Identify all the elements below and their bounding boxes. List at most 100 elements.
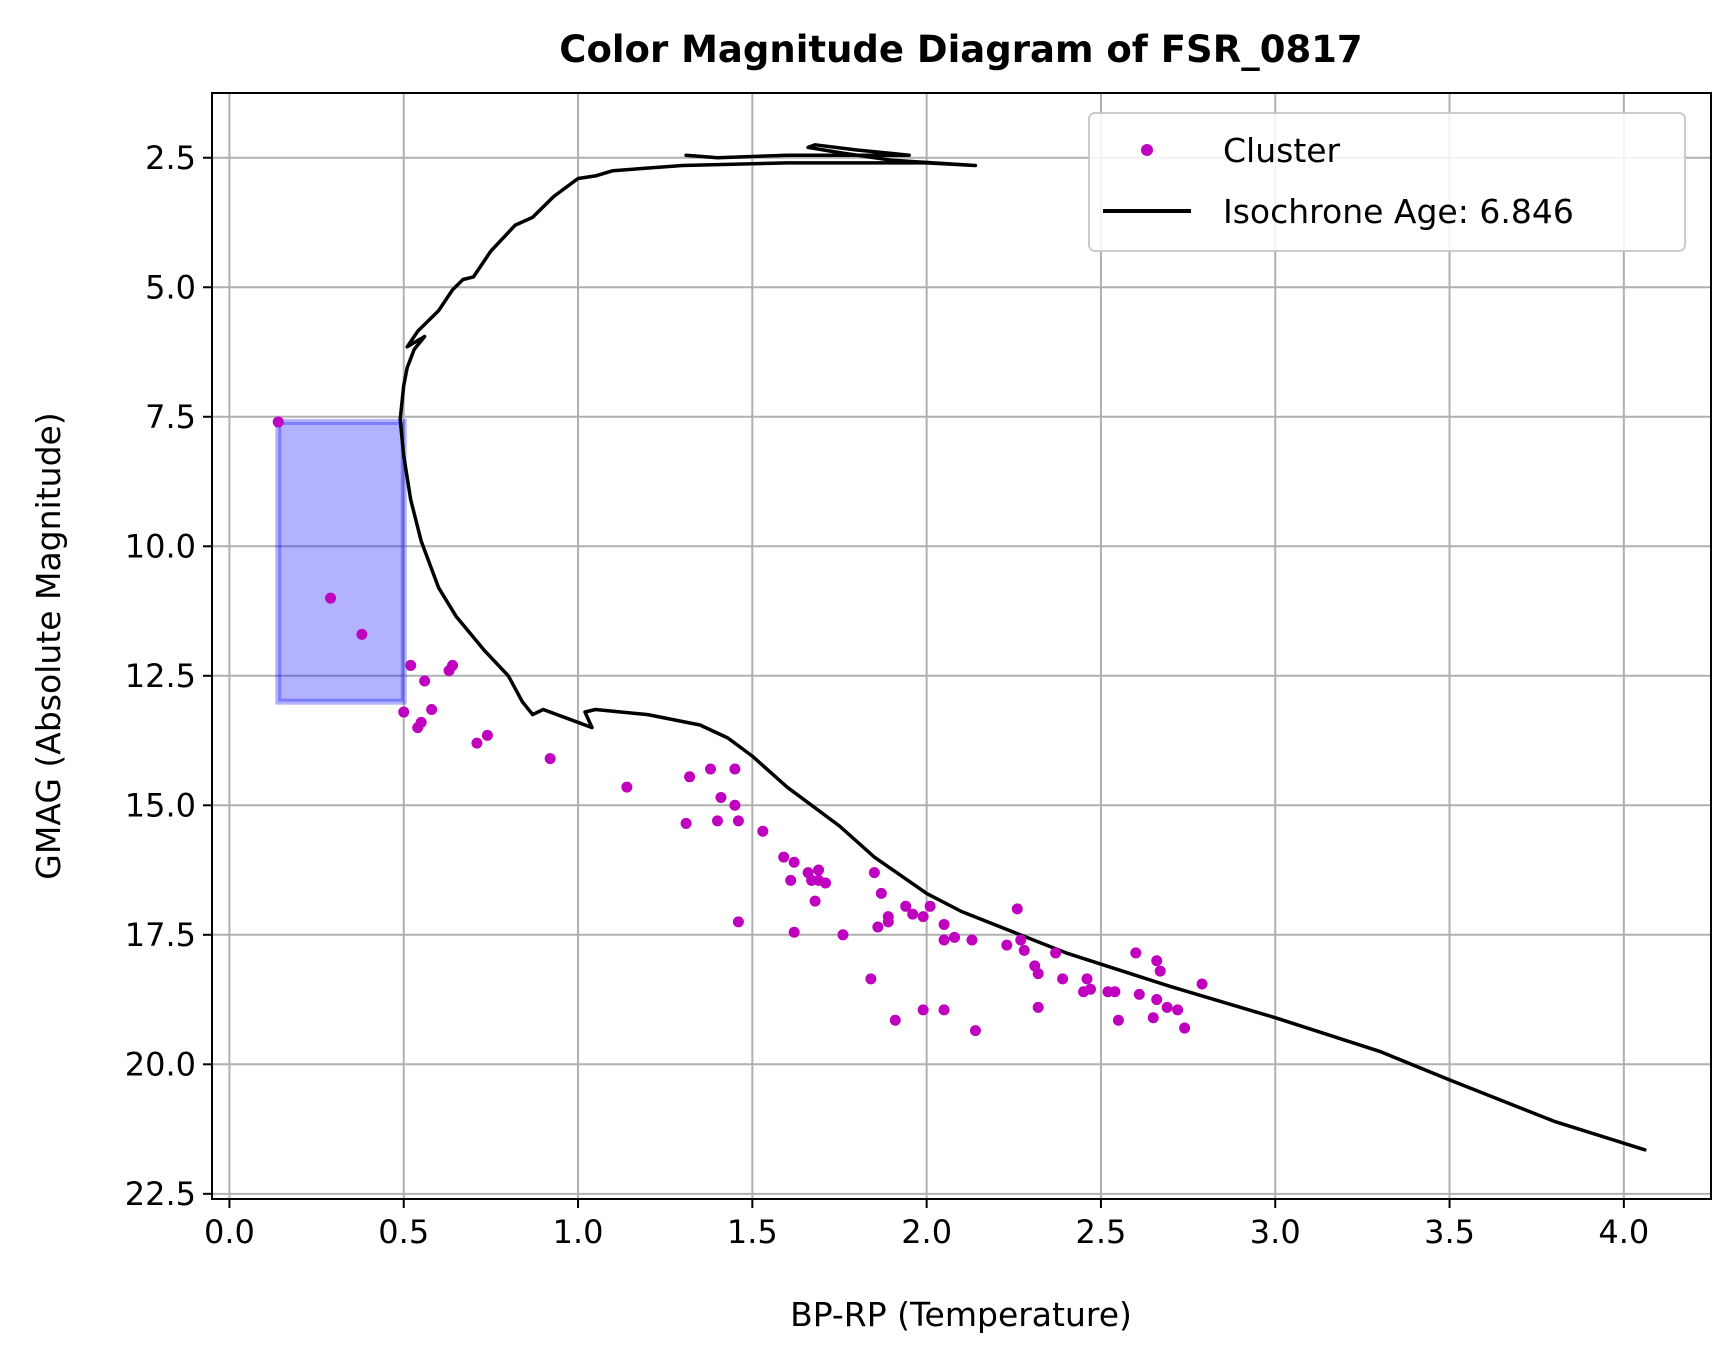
y-tick-label: 7.5	[145, 398, 196, 436]
cluster-point	[809, 895, 821, 907]
cluster-point	[1032, 968, 1044, 980]
x-tick-label: 0.5	[378, 1213, 429, 1251]
y-axis-label: GMAG (Absolute Magnitude)	[29, 412, 68, 879]
y-tick-label: 15.0	[125, 786, 196, 824]
legend: Cluster Isochrone Age: 6.846	[1088, 112, 1686, 252]
cluster-point	[785, 874, 797, 886]
cluster-point	[917, 1004, 929, 1016]
cluster-point	[426, 703, 438, 715]
cluster-point	[1032, 1001, 1044, 1013]
cluster-point	[917, 911, 929, 923]
chart-title: Color Magnitude Diagram of FSR_0817	[559, 28, 1362, 71]
cluster-point	[788, 926, 800, 938]
cluster-point	[711, 815, 723, 827]
isochrone-layer	[398, 143, 1647, 1152]
cluster-point	[1151, 955, 1163, 967]
cluster-point	[820, 877, 832, 889]
cluster-point	[966, 934, 978, 946]
cluster-point	[872, 921, 884, 933]
x-tick-label: 3.5	[1424, 1213, 1475, 1251]
cluster-point	[1130, 947, 1142, 959]
cluster-point	[1018, 944, 1030, 956]
cluster-point	[788, 856, 800, 868]
cluster-point	[907, 908, 919, 920]
x-tick-label: 0.0	[204, 1213, 255, 1251]
cluster-point	[1109, 986, 1121, 998]
cluster-point	[471, 737, 483, 749]
cluster-point	[868, 867, 880, 879]
cluster-point	[621, 781, 633, 793]
cluster-point	[938, 918, 950, 930]
cluster-point	[729, 763, 741, 775]
cluster-point	[1179, 1022, 1191, 1034]
cluster-point	[684, 771, 696, 783]
cluster-point	[837, 929, 849, 941]
cluster-point	[924, 900, 936, 912]
cluster-point	[865, 973, 877, 985]
cluster-point	[813, 864, 825, 876]
cluster-point	[729, 799, 741, 811]
cluster-point	[1084, 983, 1096, 995]
cluster-point	[900, 900, 912, 912]
cluster-point	[705, 763, 717, 775]
cluster-point	[405, 659, 417, 671]
y-tick-label: 5.0	[145, 268, 196, 306]
x-tick-label: 1.0	[553, 1213, 604, 1251]
isochrone-line	[398, 143, 1647, 1152]
cluster-point	[447, 659, 459, 671]
cluster-point	[889, 1014, 901, 1026]
cluster-point	[481, 729, 493, 741]
cluster-point	[969, 1025, 981, 1037]
cluster-point	[415, 716, 427, 728]
cluster-point	[1133, 988, 1145, 1000]
x-tick-label: 4.0	[1598, 1213, 1649, 1251]
cluster-point	[1151, 994, 1163, 1006]
cluster-point	[680, 817, 692, 829]
cluster-point	[419, 675, 431, 687]
x-axis-ticks: 0.0 0.5 1.0 1.5 2.0 2.5 3.0 3.5 4.0	[204, 1199, 1649, 1251]
cluster-point	[938, 1004, 950, 1016]
cluster-point	[272, 416, 284, 428]
legend-frame	[1088, 112, 1686, 252]
y-tick-label: 2.5	[145, 139, 196, 177]
y-tick-label: 20.0	[125, 1045, 196, 1083]
cluster-point	[1112, 1014, 1124, 1026]
cluster-point	[1015, 934, 1027, 946]
cluster-point	[732, 916, 744, 928]
x-axis-label: BP-RP (Temperature)	[790, 1295, 1132, 1334]
x-tick-label: 2.5	[1075, 1213, 1126, 1251]
cluster-point	[949, 931, 961, 943]
y-tick-label: 12.5	[125, 657, 196, 695]
plot-frame	[211, 92, 1712, 1200]
legend-isochrone-label: Isochrone Age: 6.846	[1223, 192, 1574, 231]
y-axis-ticks: 2.5 5.0 7.5 10.0 12.5 15.0 17.5 20.0 22.5	[125, 139, 212, 1213]
legend-cluster-label: Cluster	[1223, 131, 1341, 170]
y-tick-label: 22.5	[125, 1175, 196, 1213]
cluster-point	[398, 706, 410, 718]
cluster-point	[778, 851, 790, 863]
cluster-point	[356, 628, 368, 640]
legend-cluster-marker	[1141, 144, 1153, 156]
cluster-point	[938, 934, 950, 946]
cluster-point	[882, 911, 894, 923]
cluster-point	[875, 887, 887, 899]
cluster-point	[1154, 965, 1166, 977]
cluster-point	[732, 815, 744, 827]
cluster-point	[544, 753, 556, 765]
cluster-point	[1161, 1001, 1173, 1013]
x-tick-label: 3.0	[1250, 1213, 1301, 1251]
cluster-point	[1196, 978, 1208, 990]
y-tick-label: 10.0	[125, 527, 196, 565]
cluster-point	[1001, 939, 1013, 951]
cluster-point	[325, 592, 337, 604]
selection-box-layer	[275, 418, 407, 705]
cluster-point	[715, 792, 727, 804]
cluster-points-layer	[272, 416, 1208, 1037]
cluster-point	[1081, 973, 1093, 985]
cluster-point	[1172, 1004, 1184, 1016]
y-tick-label: 17.5	[125, 916, 196, 954]
selection-box	[275, 418, 407, 705]
cluster-point	[1011, 903, 1023, 915]
x-tick-label: 1.5	[727, 1213, 778, 1251]
